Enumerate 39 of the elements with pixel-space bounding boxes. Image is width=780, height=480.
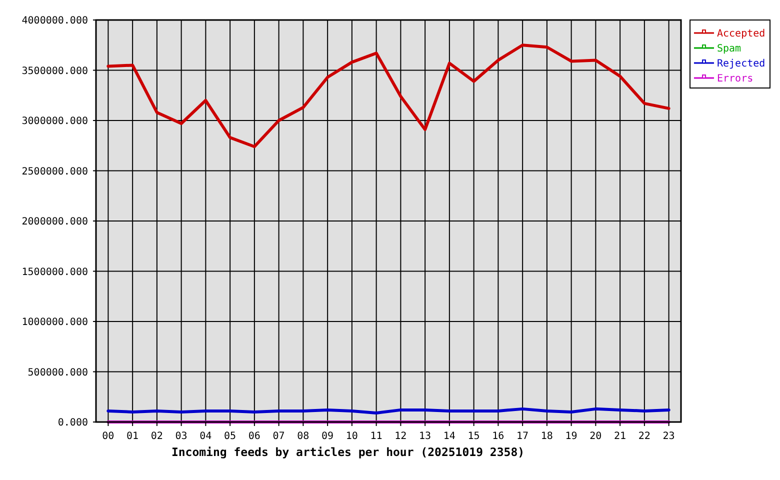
x-tick-label: 21 [614,431,626,442]
y-tick-label: 2000000.000 [22,216,88,228]
y-tick-label: 0.000 [58,418,88,428]
x-tick-label: 01 [126,431,139,442]
x-tick-label: 17 [516,431,529,442]
x-tick-label: 00 [102,431,114,442]
x-tick-label: 08 [297,431,310,442]
y-tick-label: 3000000.000 [22,116,88,127]
x-tick-label: 07 [272,431,285,442]
y-tick-label: 4000000.000 [22,16,88,26]
x-tick-label: 23 [662,431,675,442]
y-tick-label: 3500000.000 [22,66,88,77]
line-series [106,44,670,148]
x-tick-label: 22 [638,431,650,442]
x-tick-label: 12 [394,431,407,442]
x-tick-label: 18 [540,431,553,442]
legend-label: Spam [717,44,742,54]
x-axis-title: Incoming feeds by articles per hour (20251019 2358) [171,445,525,459]
x-tick-label: 04 [200,431,212,442]
legend-label: Rejected [717,58,766,70]
x-tick-label: 14 [443,431,456,442]
x-tick-label: 10 [346,431,358,442]
x-tick-label: 06 [248,431,260,442]
x-tick-label: 13 [419,431,432,442]
x-tick-label: 15 [468,431,480,442]
x-tick-label: 20 [590,431,602,442]
x-tick-label: 11 [370,431,382,442]
x-tick-label: 16 [492,431,504,442]
x-tick-label: 09 [322,431,334,442]
legend-label: Errors [717,74,754,84]
y-tick-label: 500000.000 [28,367,88,378]
y-tick-label: 2500000.000 [22,166,88,178]
x-tick-label: 05 [224,431,236,442]
x-tick-label: 19 [565,431,578,442]
legend-label: Accepted [717,28,766,40]
y-tick-label: 1500000.000 [22,266,88,278]
x-tick-label: 02 [150,431,163,442]
x-tick-label: 03 [175,431,188,442]
y-tick-label: 1000000.000 [22,317,88,328]
